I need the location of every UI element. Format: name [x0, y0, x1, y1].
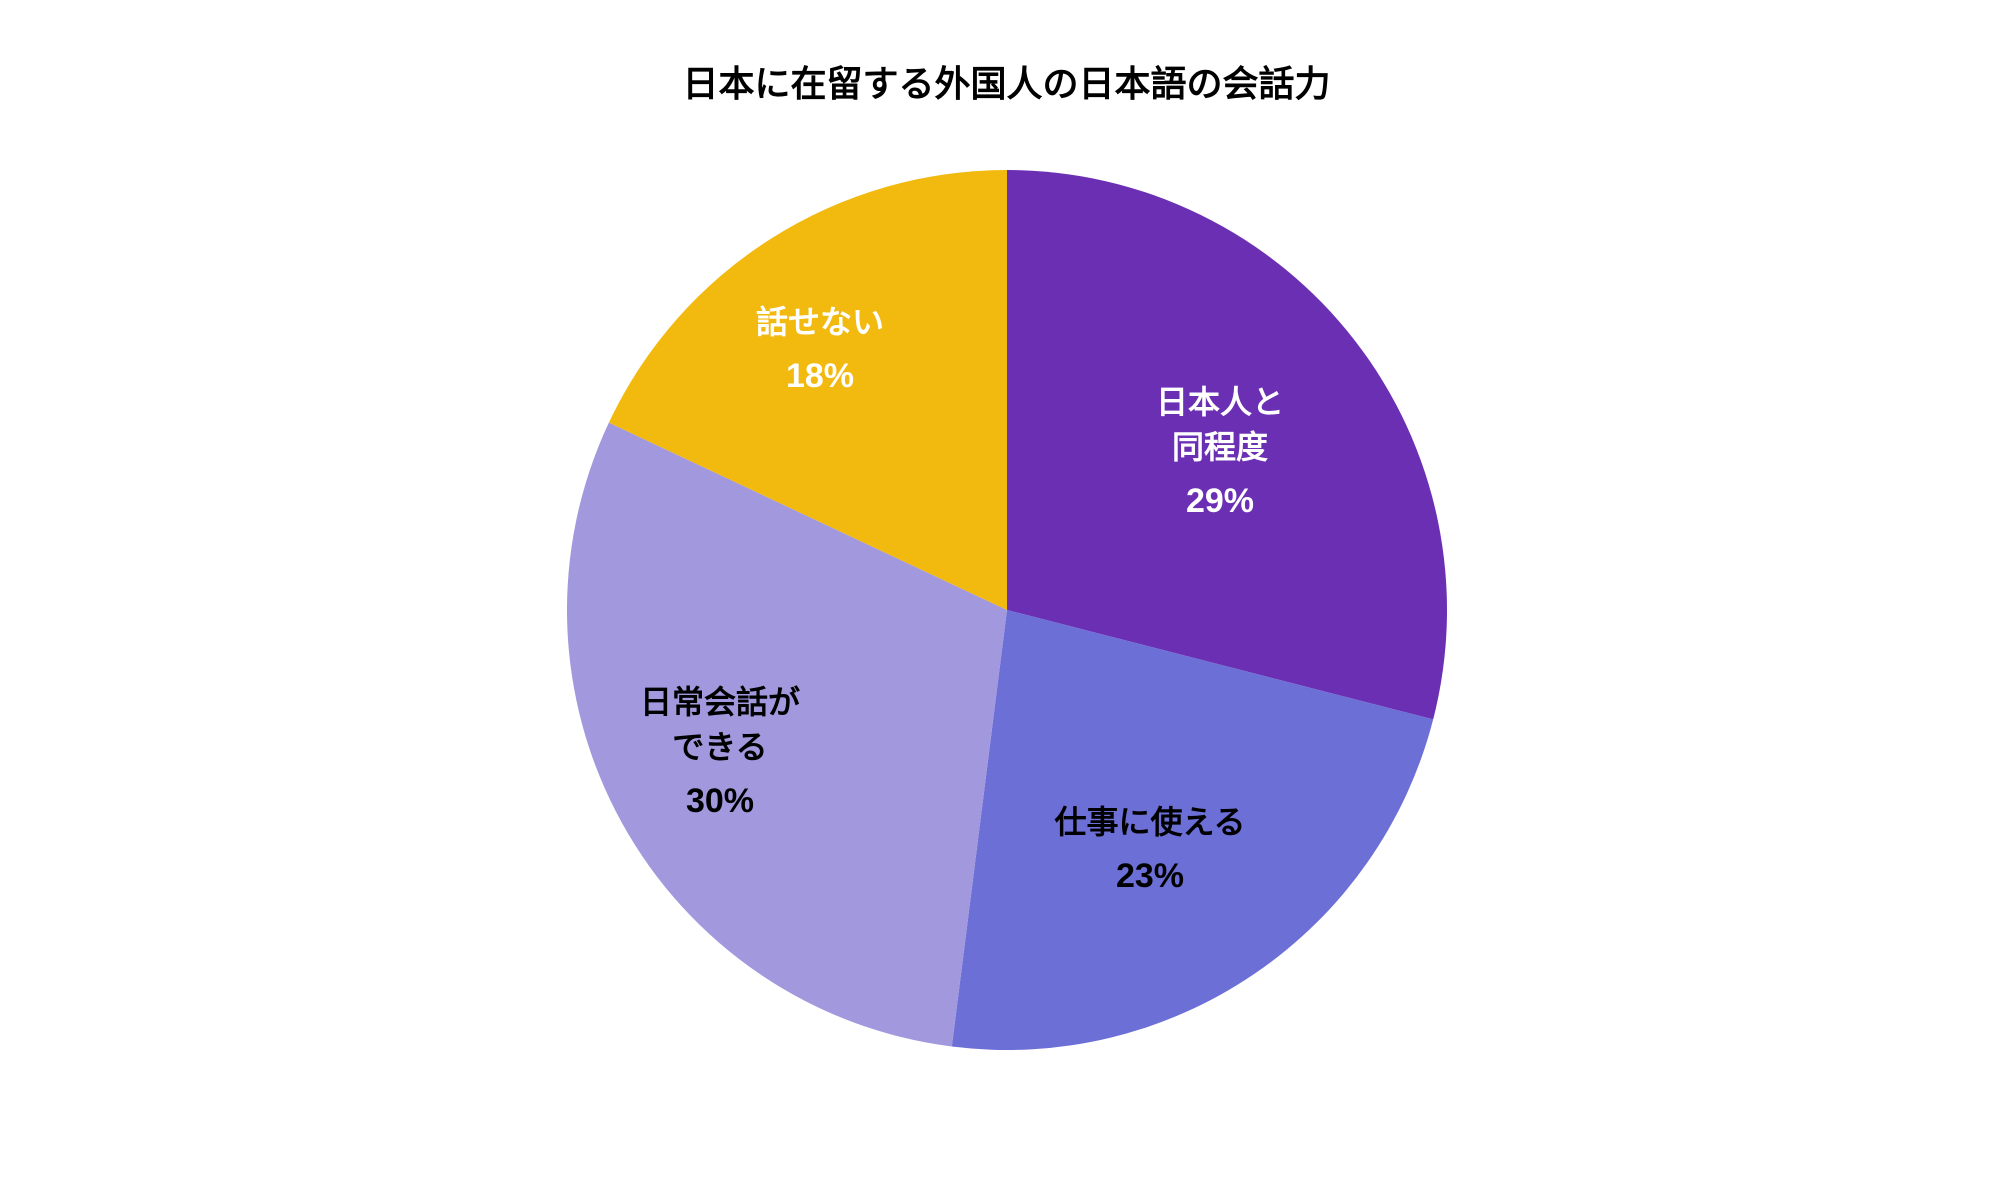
slice-label-percent: 30%: [640, 778, 800, 826]
slice-label-text: 仕事に使える: [1054, 800, 1245, 845]
slice-label-percent: 23%: [1054, 853, 1245, 901]
pie-chart-container: 日本に在留する外国人の日本語の会話力 日本人と同程度 29% 仕事に使える 23% 日常…: [0, 0, 2013, 1183]
slice-label-text: 同程度: [1156, 425, 1284, 470]
slice-label-text: できる: [640, 725, 800, 770]
slice-label-text: 日本人と: [1156, 380, 1284, 425]
slice-label-text: 話せない: [756, 300, 884, 345]
slice-label-0: 日本人と同程度 29%: [1156, 380, 1284, 525]
slice-label-text: 日常会話が: [640, 680, 800, 725]
slice-label-percent: 18%: [756, 353, 884, 401]
slice-label-3: 話せない 18%: [756, 300, 884, 400]
slice-label-2: 日常会話ができる 30%: [640, 680, 800, 825]
chart-title: 日本に在留する外国人の日本語の会話力: [682, 55, 1330, 107]
pie-chart-svg: [567, 170, 1447, 1050]
slice-label-1: 仕事に使える 23%: [1054, 800, 1245, 900]
slice-label-percent: 29%: [1156, 478, 1284, 526]
